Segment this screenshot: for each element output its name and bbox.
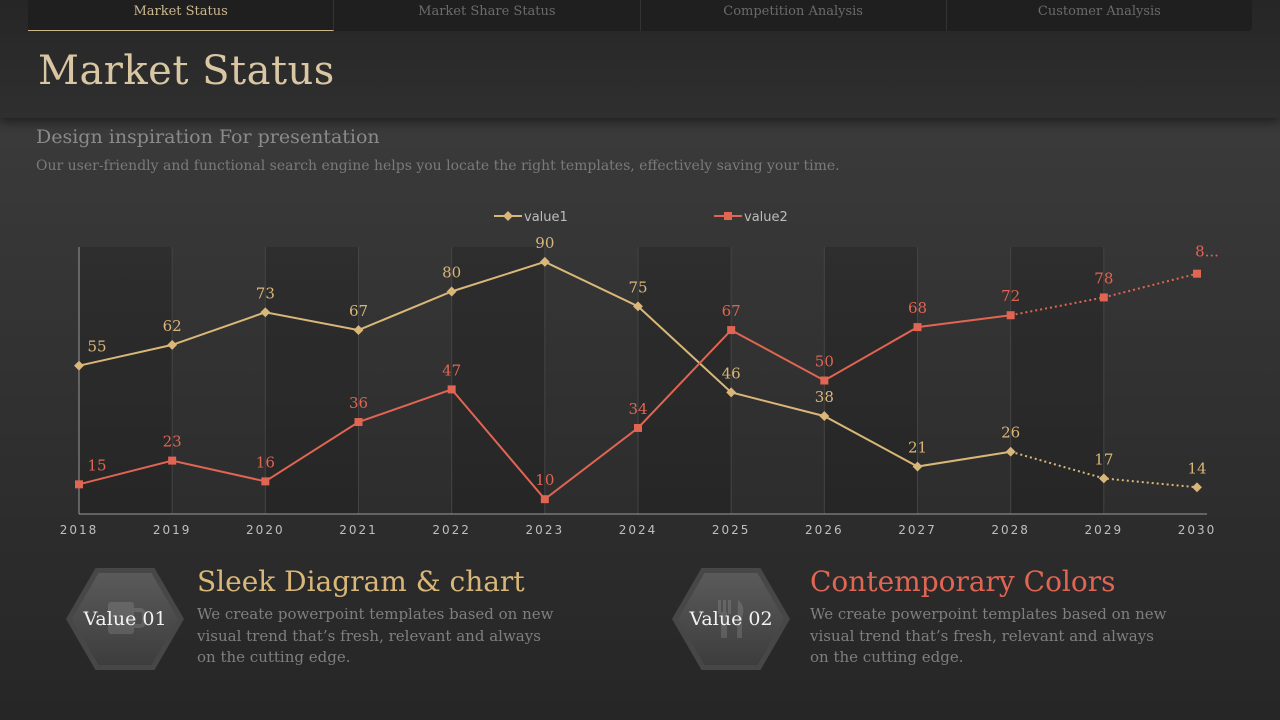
data-point bbox=[912, 461, 923, 472]
page-title: Market Status bbox=[38, 48, 335, 94]
subtitle: Design inspiration For presentation bbox=[36, 126, 380, 148]
data-label: 75 bbox=[628, 278, 647, 296]
x-tick-label: 2028 bbox=[991, 523, 1030, 537]
x-tick-label: 2020 bbox=[246, 523, 285, 537]
x-tick-label: 2019 bbox=[153, 523, 192, 537]
data-point bbox=[261, 477, 270, 486]
x-tick-label: 2027 bbox=[898, 523, 937, 537]
data-label: 68 bbox=[908, 299, 927, 317]
hex-label: Value 01 bbox=[83, 608, 167, 630]
data-point bbox=[540, 495, 549, 504]
x-tick-label: 2023 bbox=[526, 523, 565, 537]
data-label: 46 bbox=[722, 364, 741, 382]
description: Our user-friendly and functional search … bbox=[36, 158, 840, 174]
chart-band bbox=[638, 247, 732, 514]
data-label: 23 bbox=[163, 433, 182, 451]
chart-bands bbox=[79, 247, 1105, 514]
data-point bbox=[168, 456, 177, 465]
data-point bbox=[1193, 269, 1201, 278]
feature-title: Contemporary Colors bbox=[810, 565, 1116, 598]
line-chart: 2018 2019 2020 2021 2022 2023 2024 2025 2026 2027… bbox=[60, 210, 1219, 537]
x-tick-label: 2026 bbox=[805, 523, 844, 537]
data-point bbox=[353, 325, 364, 336]
tab-market-share-status[interactable]: Market Share Status bbox=[334, 0, 641, 31]
legend-label: value2 bbox=[744, 210, 788, 225]
x-tick-label: 2029 bbox=[1085, 523, 1124, 537]
chart-band bbox=[265, 247, 359, 514]
data-point bbox=[913, 323, 922, 332]
data-point bbox=[1099, 293, 1108, 302]
data-point bbox=[539, 256, 550, 267]
data-label: 16 bbox=[256, 453, 275, 471]
data-label: 78 bbox=[1094, 269, 1113, 287]
feature-title: Sleek Diagram & chart bbox=[197, 565, 525, 598]
data-point bbox=[75, 480, 83, 489]
tab-market-status[interactable]: Market Status bbox=[28, 0, 335, 31]
legend-label: value1 bbox=[524, 210, 568, 225]
data-label: 15 bbox=[87, 456, 106, 474]
chart-series: 55 62 73 67 80 90 75 46 38 21 26 17 14 15 23 16 36 47 10 34… bbox=[74, 234, 1219, 504]
data-point bbox=[634, 423, 642, 432]
data-label: 67 bbox=[349, 302, 368, 320]
x-tick-label: 2030 bbox=[1178, 523, 1217, 537]
tab-bar: Market Status Market Share Status Compet… bbox=[28, 0, 1252, 31]
data-label: 50 bbox=[815, 353, 834, 371]
data-label: 62 bbox=[163, 317, 182, 335]
data-label: 38 bbox=[815, 388, 834, 406]
tab-competition-analysis[interactable]: Competition Analysis bbox=[641, 0, 947, 31]
chart-band bbox=[1010, 247, 1104, 514]
data-point bbox=[354, 418, 363, 427]
data-label: 36 bbox=[349, 394, 368, 412]
feature-body: We create powerpoint templates based on … bbox=[197, 605, 554, 666]
data-point bbox=[726, 387, 737, 398]
data-label: 55 bbox=[87, 338, 106, 356]
mug-icon bbox=[108, 602, 146, 634]
data-label: 90 bbox=[535, 234, 554, 252]
data-label: 8... bbox=[1195, 243, 1219, 261]
chart-band bbox=[79, 247, 173, 514]
data-label: 80 bbox=[442, 264, 461, 282]
data-label: 14 bbox=[1187, 459, 1206, 477]
data-point bbox=[447, 385, 456, 394]
data-point bbox=[727, 326, 736, 335]
data-label: 21 bbox=[908, 439, 927, 457]
series-forecast-line-value2 bbox=[1010, 272, 1198, 317]
x-tick-label: 2022 bbox=[432, 523, 471, 537]
data-point bbox=[1192, 482, 1202, 493]
data-label: 10 bbox=[535, 471, 554, 489]
data-point bbox=[1006, 311, 1015, 320]
feature-body: We create powerpoint templates based on … bbox=[810, 605, 1167, 666]
data-label: 67 bbox=[722, 302, 741, 320]
data-label: 73 bbox=[256, 284, 275, 302]
data-label: 34 bbox=[628, 400, 647, 418]
data-point bbox=[1098, 473, 1109, 484]
data-point bbox=[74, 360, 84, 371]
x-tick-label: 2024 bbox=[619, 523, 658, 537]
x-tick-label: 2025 bbox=[712, 523, 751, 537]
data-point bbox=[633, 301, 643, 312]
cutlery-icon bbox=[718, 600, 744, 638]
chart-legend: value1 value2 bbox=[494, 210, 788, 225]
legend-marker bbox=[503, 211, 513, 221]
data-point bbox=[167, 339, 178, 350]
legend-marker bbox=[724, 212, 732, 220]
data-label: 17 bbox=[1094, 450, 1113, 468]
data-point bbox=[819, 411, 830, 422]
data-label: 26 bbox=[1001, 424, 1020, 442]
data-point bbox=[820, 376, 829, 385]
hex-label: Value 02 bbox=[689, 608, 773, 630]
x-tick-label: 2018 bbox=[60, 523, 99, 537]
chart-band bbox=[824, 247, 918, 514]
tab-customer-analysis[interactable]: Customer Analysis bbox=[1037, 4, 1161, 19]
chart-axes: 2018 2019 2020 2021 2022 2023 2024 2025 2026 2027… bbox=[60, 247, 1217, 537]
x-tick-label: 2021 bbox=[339, 523, 378, 537]
data-point bbox=[1005, 446, 1016, 457]
hex-badge: Value 02 bbox=[672, 568, 790, 670]
data-label: 72 bbox=[1001, 287, 1020, 305]
data-label: 47 bbox=[442, 361, 461, 379]
hex-badge: Value 01 bbox=[66, 568, 184, 670]
chart-band bbox=[451, 247, 545, 514]
